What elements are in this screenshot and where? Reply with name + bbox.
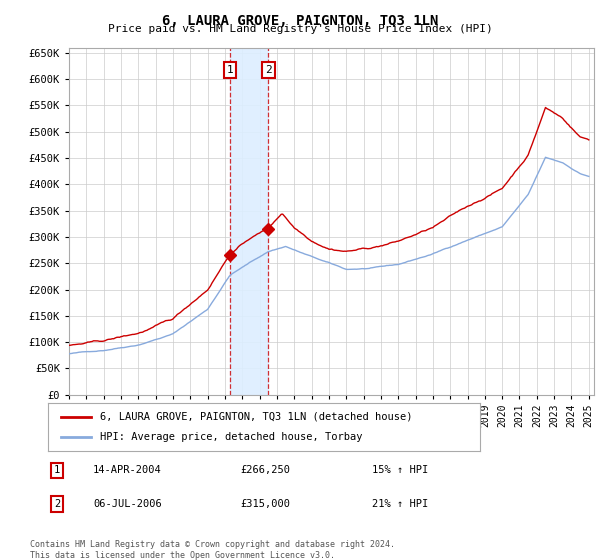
Text: HPI: Average price, detached house, Torbay: HPI: Average price, detached house, Torb… xyxy=(100,432,362,442)
Text: 1: 1 xyxy=(54,465,60,475)
Text: Price paid vs. HM Land Registry's House Price Index (HPI): Price paid vs. HM Land Registry's House … xyxy=(107,24,493,34)
Text: 21% ↑ HPI: 21% ↑ HPI xyxy=(372,499,428,509)
Text: £315,000: £315,000 xyxy=(240,499,290,509)
Text: 2: 2 xyxy=(54,499,60,509)
Text: 1: 1 xyxy=(226,65,233,75)
Text: 6, LAURA GROVE, PAIGNTON, TQ3 1LN: 6, LAURA GROVE, PAIGNTON, TQ3 1LN xyxy=(162,14,438,28)
Text: Contains HM Land Registry data © Crown copyright and database right 2024.
This d: Contains HM Land Registry data © Crown c… xyxy=(30,540,395,560)
Text: 2: 2 xyxy=(265,65,272,75)
Text: 15% ↑ HPI: 15% ↑ HPI xyxy=(372,465,428,475)
Text: 06-JUL-2006: 06-JUL-2006 xyxy=(93,499,162,509)
Bar xyxy=(230,48,268,395)
Text: £266,250: £266,250 xyxy=(240,465,290,475)
Text: 6, LAURA GROVE, PAIGNTON, TQ3 1LN (detached house): 6, LAURA GROVE, PAIGNTON, TQ3 1LN (detac… xyxy=(100,412,412,422)
Text: 14-APR-2004: 14-APR-2004 xyxy=(93,465,162,475)
